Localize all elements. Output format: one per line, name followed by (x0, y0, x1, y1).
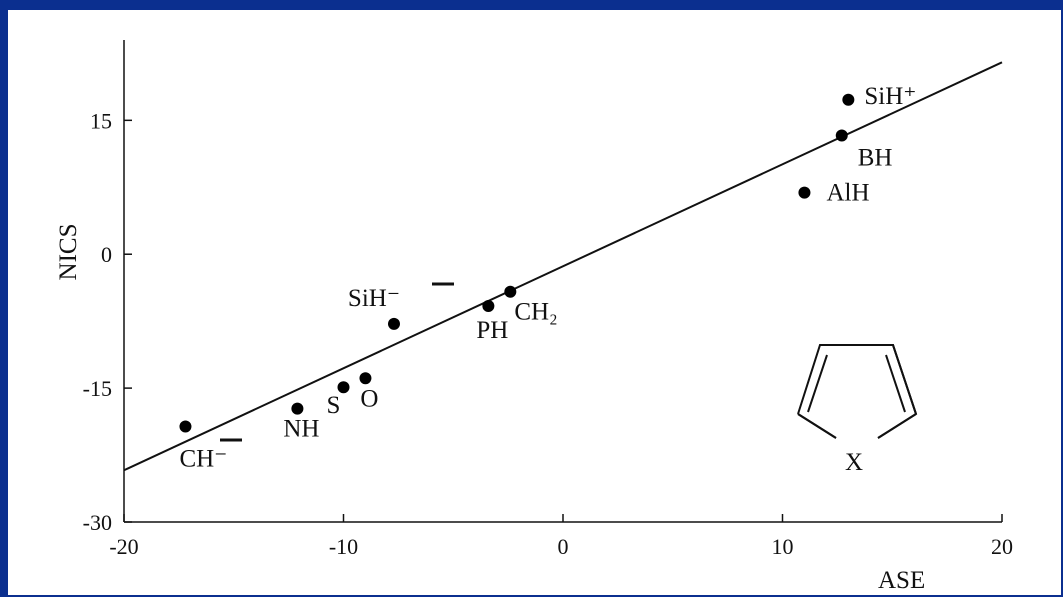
y-tick-label: -15 (83, 376, 112, 401)
y-tick-label: 0 (101, 242, 112, 267)
inset-heteroatom-label: X (845, 449, 863, 476)
data-point-label: CH₂ (514, 299, 557, 326)
x-tick-label: -20 (109, 534, 138, 559)
axis-tick-labels: -20 -10 0 10 20 -30 -15 0 15 (83, 108, 1013, 559)
data-point (291, 402, 304, 415)
y-axis-title: NICS (55, 224, 82, 281)
inset-ring-structure (797, 344, 918, 439)
data-point-label: PH (476, 317, 508, 344)
x-tick-label: 10 (772, 534, 794, 559)
x-tick-label: -10 (329, 534, 358, 559)
data-point-label: CH⁻ (179, 445, 227, 472)
data-point (359, 372, 372, 385)
data-point-label: SiH⁻ (348, 285, 400, 312)
data-point-label: NH (283, 416, 319, 443)
x-tick-label: 0 (558, 534, 569, 559)
y-tick-label: 15 (90, 108, 112, 133)
data-point (482, 299, 495, 312)
data-point-label: AlH (826, 180, 869, 207)
data-point-label: SiH⁺ (864, 83, 916, 110)
data-point-label: S (327, 392, 341, 419)
data-point (835, 129, 848, 142)
x-tick-label: 20 (991, 534, 1013, 559)
data-points (179, 93, 855, 433)
slide-panel: -20 -10 0 10 20 -30 -15 0 15 CH⁻ NH S O SiH⁻ PH CH₂ AlH… (8, 10, 1061, 595)
axis-ticks (123, 119, 1003, 523)
data-point (504, 285, 517, 298)
data-point (387, 317, 400, 330)
data-point-label: BH (858, 145, 893, 172)
x-axis-title: ASE (878, 567, 925, 594)
data-point (842, 93, 855, 106)
data-point (798, 186, 811, 199)
y-tick-label: -30 (83, 510, 112, 535)
data-point (337, 381, 350, 394)
data-point (179, 420, 192, 433)
data-point-label: O (360, 385, 378, 412)
regression-line (123, 61, 1003, 472)
